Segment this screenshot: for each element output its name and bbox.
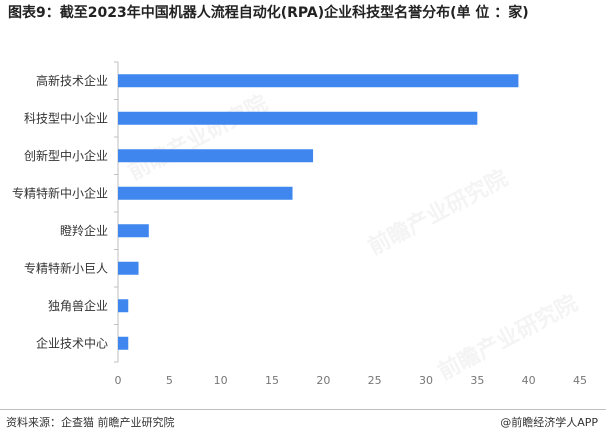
bar-8 <box>118 336 129 350</box>
category-label: 专精特新中小企业 <box>12 185 108 200</box>
footer-divider <box>0 409 606 410</box>
x-tick-label: 20 <box>316 374 330 387</box>
bar-4 <box>118 186 293 200</box>
source-note: 资料来源：企查猫 前瞻产业研究院 <box>6 416 175 429</box>
x-tick-label: 15 <box>265 374 279 387</box>
category-label: 科技型中小企业 <box>24 110 108 125</box>
category-label: 高新技术企业 <box>36 73 108 88</box>
x-tick-label: 0 <box>115 374 122 387</box>
category-label: 专精特新小巨人 <box>24 260 108 275</box>
x-tick-label: 10 <box>214 374 228 387</box>
bar-chart: 高新技术企业科技型中小企业创新型中小企业专精特新中小企业瞪羚企业专精特新小巨人独… <box>12 61 587 387</box>
x-tick-label: 40 <box>522 374 536 387</box>
category-label: 独角兽企业 <box>48 298 108 313</box>
bar-2 <box>118 111 478 125</box>
credit-note: @前瞻经济学人APP <box>500 416 598 429</box>
x-tick-label: 45 <box>573 374 587 387</box>
category-label: 企业技术中心 <box>36 335 108 350</box>
bar-3 <box>118 149 314 163</box>
x-tick-label: 35 <box>470 374 484 387</box>
category-label: 创新型中小企业 <box>24 148 108 163</box>
bar-7 <box>118 299 129 313</box>
x-tick-label: 25 <box>368 374 382 387</box>
bar-6 <box>118 261 139 275</box>
bar-1 <box>118 74 519 88</box>
category-label: 瞪羚企业 <box>60 223 108 238</box>
x-tick-label: 30 <box>419 374 433 387</box>
chart-title: 图表9：截至2023年中国机器人流程自动化(RPA)企业科技型名誉分布(单 位 … <box>8 5 529 21</box>
bar-5 <box>118 224 149 238</box>
x-tick-label: 5 <box>166 374 173 387</box>
